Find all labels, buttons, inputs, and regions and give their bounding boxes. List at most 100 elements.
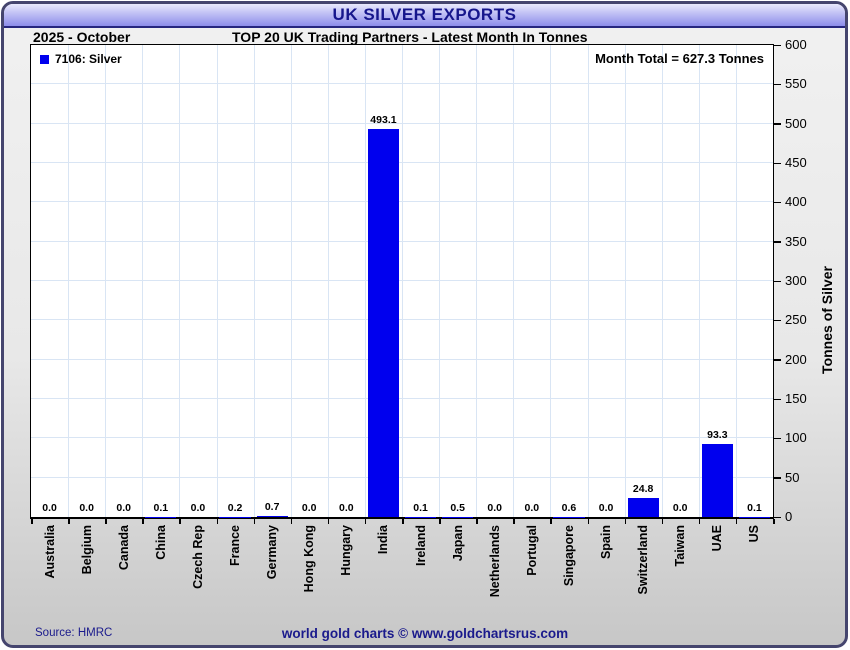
gridline-v — [476, 45, 478, 517]
y-axis-title: Tonnes of Silver — [819, 266, 835, 374]
x-category-label-text: India — [376, 525, 391, 555]
x-category-label-text: Hungary — [339, 525, 354, 576]
gridline-v — [142, 45, 144, 517]
gridline-v — [179, 45, 181, 517]
month-total-annotation: Month Total = 627.3 Tonnes — [595, 51, 764, 66]
bar-value-label: 93.3 — [707, 428, 728, 441]
y-axis-tick — [774, 516, 781, 518]
gridline-v — [327, 45, 329, 517]
x-category-label-text: Japan — [450, 525, 465, 562]
x-axis-tick — [402, 519, 404, 524]
source-label: Source: HMRC — [35, 627, 113, 639]
x-axis-tick — [735, 519, 738, 524]
bar — [701, 443, 733, 517]
y-tick-label: 250 — [785, 312, 807, 328]
bar-value-label: 24.8 — [632, 482, 654, 495]
x-category-label-text: UAE — [710, 525, 725, 552]
x-axis-tick — [550, 519, 552, 524]
x-category-label-text: Singapore — [561, 525, 576, 587]
x-category-label-text: Germany — [265, 525, 280, 580]
x-category-label-text: Taiwan — [673, 525, 688, 567]
bar — [367, 129, 400, 517]
gridline-v — [402, 45, 403, 517]
bar-value-label: 0.0 — [487, 502, 503, 514]
y-axis-tick — [774, 162, 781, 164]
gridline-v — [624, 45, 626, 517]
y-tick-label: 100 — [785, 430, 807, 446]
x-axis-tick — [68, 519, 70, 524]
y-axis-tick — [774, 280, 781, 282]
y-axis-tick — [774, 359, 781, 361]
x-axis-tick — [364, 519, 367, 524]
x-category-label-text: China — [153, 525, 168, 560]
x-axis-tick — [624, 519, 627, 524]
y-axis-tick — [774, 477, 781, 479]
x-category-label-text: Hong Kong — [302, 525, 317, 593]
bar-value-label: 0.6 — [561, 501, 577, 514]
y-tick-label: 0 — [785, 509, 793, 524]
bar-value-label: 0.0 — [42, 502, 57, 514]
gridline-v — [290, 45, 292, 517]
credit-label: world gold charts © www.goldchartsrus.co… — [281, 626, 569, 641]
title-bar: UK SILVER EXPORTS — [4, 4, 845, 28]
bar-value-label: 0.2 — [227, 501, 243, 514]
bar-value-label: 0.1 — [747, 501, 762, 514]
bar-value-label: 0.0 — [301, 502, 317, 514]
period-label: 2025 - October — [33, 29, 131, 45]
gridline-v — [253, 45, 255, 517]
x-axis-tick — [216, 519, 218, 524]
bar-value-label: 0.0 — [672, 502, 688, 514]
x-axis-tick — [513, 519, 515, 524]
x-axis-tick — [142, 519, 144, 524]
y-axis-tick — [774, 241, 781, 243]
gridline-v — [661, 45, 663, 517]
gridline-v — [698, 45, 700, 517]
y-tick-label: 450 — [785, 155, 807, 170]
x-category-label-text: Portugal — [524, 525, 539, 576]
x-axis-tick — [698, 519, 701, 524]
y-tick-label: 200 — [785, 351, 807, 367]
bar — [256, 516, 288, 517]
bar-value-label: 0.0 — [116, 502, 132, 514]
x-category-label-text: France — [228, 525, 243, 566]
bar-value-label: 0.0 — [524, 502, 540, 514]
bar-value-label: 0.0 — [79, 502, 94, 514]
x-category-label-text: Australia — [42, 525, 57, 579]
gridline-v — [550, 45, 552, 517]
y-axis-tick — [774, 44, 781, 46]
x-axis-tick — [31, 519, 33, 524]
gridline-v — [68, 45, 70, 517]
y-tick-label: 500 — [785, 115, 807, 131]
y-tick-label: 350 — [785, 233, 807, 249]
bar-value-label: 0.5 — [450, 501, 465, 514]
y-axis-tick — [774, 123, 781, 125]
gridline-v — [587, 45, 589, 517]
x-category-label-text: Czech Rep — [190, 525, 205, 589]
bar-value-label: 0.7 — [264, 501, 280, 514]
legend: 7106: Silver — [40, 52, 122, 66]
x-axis-tick — [290, 519, 293, 524]
page-title: UK SILVER EXPORTS — [332, 5, 517, 24]
gridline-v — [439, 45, 441, 517]
x-category-label-text: US — [747, 525, 762, 543]
gridline-v — [735, 45, 737, 517]
x-axis-tick — [661, 519, 664, 524]
y-tick-label: 300 — [785, 273, 807, 288]
y-tick-label: 50 — [785, 469, 800, 485]
x-axis-tick — [179, 519, 181, 524]
y-tick-label: 400 — [785, 194, 807, 210]
bar-value-label: 0.0 — [339, 502, 354, 514]
x-axis-tick — [587, 519, 589, 524]
y-tick-label: 600 — [785, 37, 807, 52]
bar-value-label: 0.1 — [153, 501, 169, 514]
bar — [627, 497, 659, 517]
x-category-label-text: Spain — [599, 525, 614, 560]
x-axis-tick — [439, 519, 441, 524]
x-axis-tick — [773, 519, 775, 524]
x-category-label-text: Switzerland — [636, 525, 651, 595]
y-axis-tick — [774, 398, 781, 400]
bar-value-label: 0.0 — [598, 502, 614, 514]
y-tick-label: 550 — [785, 76, 807, 92]
y-axis-tick — [774, 319, 781, 322]
